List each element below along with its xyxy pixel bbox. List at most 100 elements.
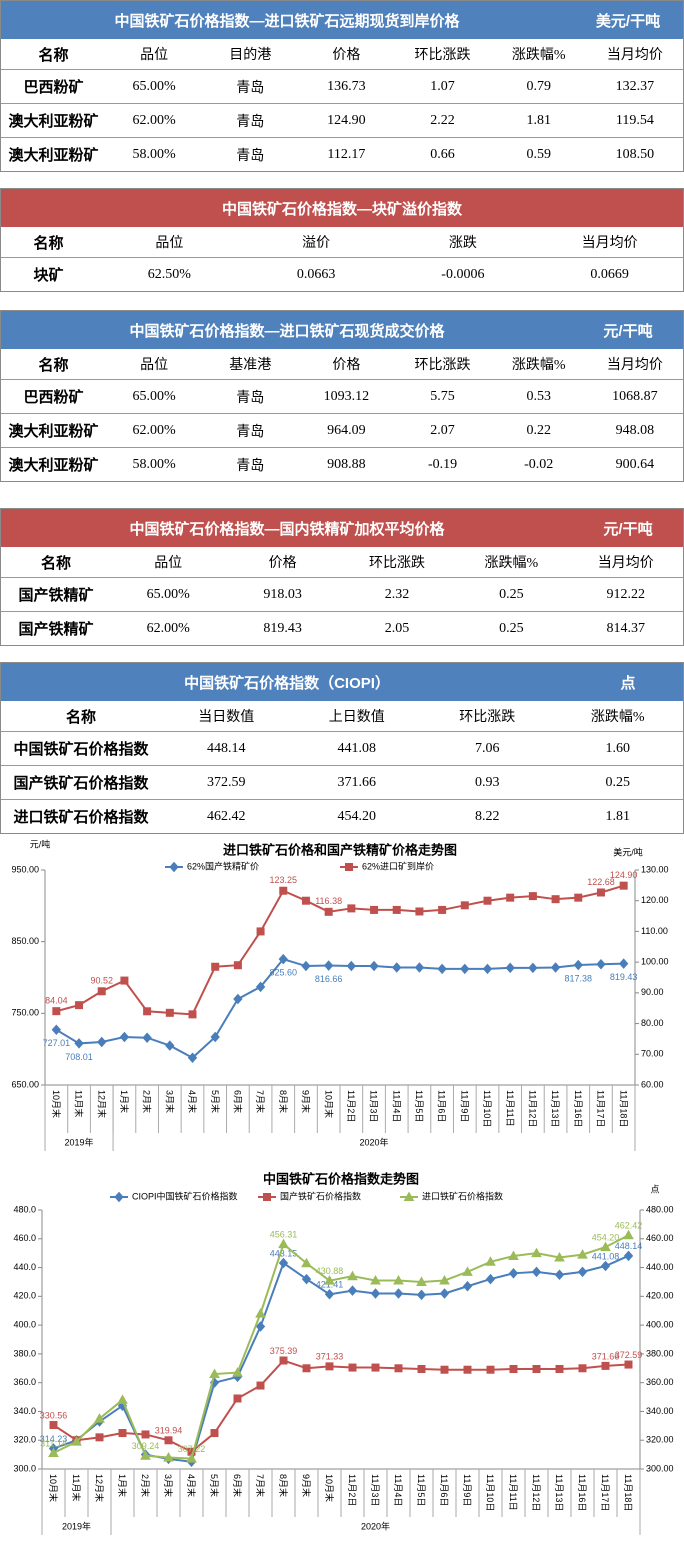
y2-tick-label: 400.00 xyxy=(646,1319,674,1329)
x-tick-label: 2月末 xyxy=(140,1474,151,1497)
marker xyxy=(301,896,310,905)
marker xyxy=(460,963,470,975)
y2-tick-label: 380.00 xyxy=(646,1348,674,1358)
column-header: 上日数值 xyxy=(328,710,385,725)
y2-tick-label: 340.00 xyxy=(646,1406,674,1416)
table-unit: 点 xyxy=(620,674,636,692)
marker xyxy=(302,1364,311,1373)
marker xyxy=(325,1362,334,1371)
marker xyxy=(573,959,583,971)
table-row: 国产铁精矿 62.00% 819.43 2.05 0.25 814.37 xyxy=(1,611,683,645)
table-cell: 2.05 xyxy=(339,611,455,645)
table-cell: 0.25 xyxy=(552,765,683,800)
table-cell: 62.00% xyxy=(111,611,226,645)
table-cell: 0.79 xyxy=(490,69,587,104)
y2-tick-label: 360.00 xyxy=(646,1377,674,1387)
marker xyxy=(460,901,469,910)
table-cell: 65.00% xyxy=(106,69,203,104)
x-tick-label: 11月10日 xyxy=(482,1090,492,1127)
marker xyxy=(347,904,356,913)
legend-marker xyxy=(345,863,353,871)
marker xyxy=(164,1436,173,1445)
column-header: 涨跌幅% xyxy=(511,48,566,63)
y2-tick-label: 480.00 xyxy=(646,1204,674,1214)
column-header: 当月均价 xyxy=(606,358,663,373)
x-tick-label: 10月末 xyxy=(323,1090,334,1118)
table-cell: 62.00% xyxy=(106,413,203,448)
marker xyxy=(141,1430,150,1439)
x-tick-label: 11月18日 xyxy=(623,1474,633,1511)
legend-marker xyxy=(169,861,179,873)
table-title: 中国铁矿石价格指数—国内铁精矿加权平均价格 xyxy=(129,520,445,538)
table-cell: 澳大利亚粉矿 xyxy=(1,447,106,481)
table-cell: -0.02 xyxy=(490,447,587,481)
marker xyxy=(347,1270,358,1281)
marker xyxy=(509,1364,518,1373)
table-cell: 462.42 xyxy=(161,799,292,833)
x-tick-label: 9月末 xyxy=(301,1090,312,1113)
marker xyxy=(255,1321,266,1332)
marker xyxy=(462,1266,473,1276)
marker xyxy=(554,1251,565,1262)
table-cell: 454.20 xyxy=(291,799,422,833)
x-tick-label: 11月16日 xyxy=(573,1090,583,1127)
marker xyxy=(369,960,379,972)
column-header: 涨跌幅% xyxy=(511,358,566,373)
table-cell: 青岛 xyxy=(202,103,299,138)
table-cell: 58.00% xyxy=(106,447,203,481)
y-tick-label: 440.0 xyxy=(13,1262,36,1272)
marker xyxy=(256,1381,265,1390)
data-label: 825.60 xyxy=(270,968,298,978)
marker xyxy=(48,1447,59,1457)
marker xyxy=(97,1036,107,1048)
legend-label: 进口铁矿石价格指数 xyxy=(422,1190,503,1201)
table-row: 澳大利亚粉矿 58.00% 青岛 908.88 -0.19 -0.02 900.64 xyxy=(1,447,683,481)
table-header: 中国铁矿石价格指数—进口铁矿石现货成交价格 元/干吨 xyxy=(1,311,683,349)
table-cell: -0.0006 xyxy=(389,257,537,291)
x-tick-label: 8月末 xyxy=(278,1090,289,1113)
marker xyxy=(486,1365,495,1374)
marker xyxy=(577,1249,588,1259)
table-body: 名称 当日数值 上日数值 环比涨跌 涨跌幅% 中国铁矿石价格指数 448.14 441.08 7… xyxy=(1,701,683,833)
x-group-label: 2020年 xyxy=(361,1520,390,1531)
column-header: 环比涨跌 xyxy=(459,710,516,725)
x-tick-label: 11月6日 xyxy=(439,1474,449,1506)
column-header: 当月均价 xyxy=(581,236,638,251)
table-cell: 青岛 xyxy=(202,447,299,481)
y2-tick-label: 100.00 xyxy=(641,957,669,967)
column-header: 名称 xyxy=(38,47,69,64)
table-cell: 108.50 xyxy=(586,137,683,171)
y-tick-label: 340.0 xyxy=(13,1406,36,1416)
marker xyxy=(255,981,266,993)
table-cell: 918.03 xyxy=(225,577,340,612)
table-cell: 814.37 xyxy=(568,611,683,645)
table-cell: 青岛 xyxy=(202,137,299,171)
table-cell: 块矿 xyxy=(1,257,96,291)
marker xyxy=(528,892,537,901)
marker xyxy=(51,1024,62,1036)
column-header: 名称 xyxy=(40,555,71,572)
price-table: 中国铁矿石价格指数—进口铁矿石远期现货到岸价格 美元/干吨 名称 品位 目的港 价格 环比涨… xyxy=(0,0,684,172)
marker xyxy=(143,1007,152,1016)
table-cell: 1.81 xyxy=(490,103,587,138)
table-cell: 371.66 xyxy=(291,765,422,800)
chart-title: 进口铁矿石价格和国产铁精矿价格走势图 xyxy=(223,842,457,857)
marker xyxy=(279,886,288,895)
marker xyxy=(233,993,243,1005)
marker xyxy=(482,963,493,975)
marker xyxy=(370,1274,381,1285)
table-header: 中国铁矿石价格指数—国内铁精矿加权平均价格 元/干吨 xyxy=(1,509,683,547)
marker xyxy=(255,1308,266,1318)
column-header: 目的港 xyxy=(229,48,272,63)
table-cell: 65.00% xyxy=(111,577,226,612)
marker xyxy=(506,893,515,902)
column-header: 名称 xyxy=(38,357,69,374)
marker xyxy=(209,1368,220,1379)
table-row: 巴西粉矿 65.00% 青岛 136.73 1.07 0.79 132.37 xyxy=(1,69,683,104)
table-cell: 1.81 xyxy=(552,799,683,833)
table-cell: 58.00% xyxy=(106,137,203,171)
marker xyxy=(371,1363,380,1372)
column-header: 涨跌 xyxy=(448,236,477,251)
y-tick-label: 460.0 xyxy=(13,1233,36,1243)
y2-tick-label: 120.00 xyxy=(641,895,669,905)
